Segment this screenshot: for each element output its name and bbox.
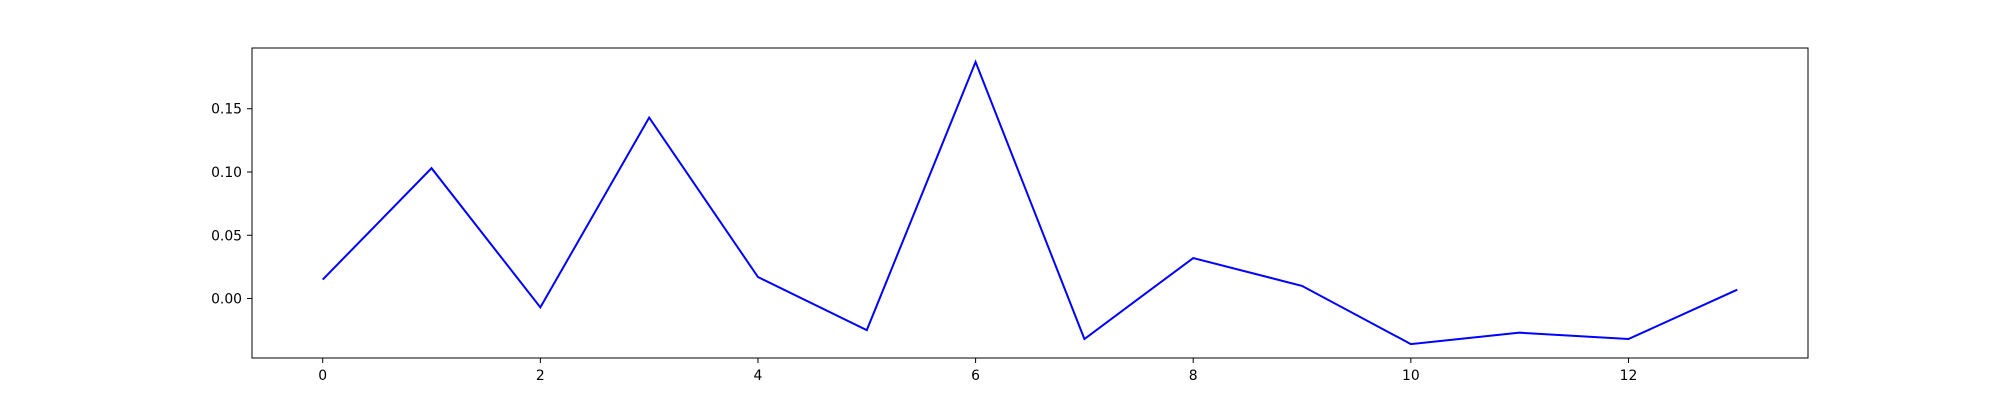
x-tick-label: 6 (971, 368, 980, 384)
axes-layer: 0 2 4 6 8 10 12 0.00 0.05 0.10 0.15 (211, 47, 1809, 384)
x-tick-label: 2 (536, 368, 545, 384)
y-tick-label: 0.05 (211, 228, 242, 244)
x-tick-label: 12 (1620, 368, 1638, 384)
series-layer (322, 59, 1738, 346)
y-tick-label: 0.10 (211, 165, 242, 181)
y-tick-label: 0.00 (211, 292, 242, 308)
y-tick-label: 0.15 (211, 102, 242, 118)
x-tick-label: 10 (1402, 368, 1420, 384)
plot-area: 0 2 4 6 8 10 12 0.00 0.05 0.10 0.15 (211, 47, 1809, 384)
x-tick-label: 4 (754, 368, 763, 384)
x-tick-label: 0 (318, 368, 327, 384)
x-tick-label: 8 (1189, 368, 1198, 384)
axes-frame (251, 47, 1809, 359)
series-line-0 (322, 59, 1738, 346)
